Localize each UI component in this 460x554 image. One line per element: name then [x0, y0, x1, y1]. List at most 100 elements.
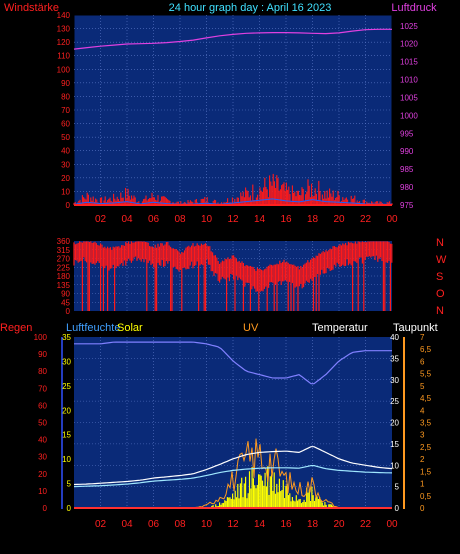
luftdruck-tick-labels: 975 980 985 990 995 1000 1005 1010 1015 1020 1025: [400, 22, 418, 210]
taupunkt-line: [73, 465, 393, 488]
hour-label: 18: [307, 519, 319, 530]
luftdruck-tick: 1020: [400, 40, 418, 49]
luftfeuchte-tick: 15: [62, 431, 71, 440]
wind-direction-tick: 315: [57, 246, 71, 255]
windstaerke-tick: 80: [61, 92, 70, 101]
hour-label: 08: [174, 214, 186, 225]
luftdruck-tick: 1000: [400, 111, 418, 120]
regen-tick: 30: [38, 453, 47, 462]
luftfeuchte-tick: 20: [62, 406, 71, 415]
uv-tick-labels: 0 0,5 1 1,5 2 2,5 3 3,5 4 4,5 5 5,5 6 6,5 7: [420, 333, 432, 513]
hour-label: 22: [360, 214, 372, 225]
windstaerke-tick: 120: [57, 38, 71, 47]
hour-label: 00: [386, 519, 398, 530]
legend-luftfeuchte: Luftfeuchte: [66, 322, 120, 334]
luftdruck-tick: 995: [400, 129, 414, 138]
hour-labels-top: 02 04 06 08 10 12 14 16 18 20 22 00: [95, 214, 398, 225]
luftdruck-tick: 1005: [400, 93, 418, 102]
regen-tick: 80: [38, 367, 47, 376]
hour-label: 08: [174, 519, 186, 530]
uv-tick: 3,5: [420, 419, 432, 428]
windstaerke-tick: 130: [57, 25, 71, 34]
luftfeuchte-tick: 0: [67, 504, 72, 513]
luftdruck-tick: 1010: [400, 76, 418, 85]
hour-label: 10: [201, 214, 213, 225]
windstaerke-tick: 60: [61, 120, 70, 129]
temperatur-tick: 0: [395, 504, 400, 513]
wind-direction-tick: 180: [57, 272, 71, 281]
luftfeuchte-tick: 30: [62, 357, 71, 366]
uv-tick: 2,5: [420, 443, 432, 452]
luftfeuchte-tick: 25: [62, 382, 71, 391]
temperatur-tick: 20: [390, 419, 399, 428]
compass-label: O: [436, 288, 445, 300]
hour-label: 06: [148, 214, 160, 225]
hour-label: 02: [95, 214, 107, 225]
temperatur-tick: 10: [390, 461, 399, 470]
solar-bars: [211, 466, 334, 508]
uv-tick: 7: [420, 333, 425, 342]
hour-label: 06: [148, 519, 160, 530]
windstaerke-avg-line: [73, 198, 392, 205]
regen-tick: 50: [38, 419, 47, 428]
luftfeuchte-line: [74, 341, 392, 385]
wind-pressure-grid: [74, 15, 392, 205]
legend-temperatur: Temperatur: [312, 322, 368, 334]
luftfeuchte-tick: 10: [62, 455, 71, 464]
regen-tick: 70: [38, 384, 47, 393]
luftdruck-tick: 985: [400, 165, 414, 174]
uv-tick: 1: [420, 480, 425, 489]
temperatur-line: [73, 446, 393, 486]
windstaerke-bars: [73, 173, 393, 205]
uv-tick: 5,5: [420, 370, 432, 379]
luftfeuchte-tick: 35: [62, 333, 71, 342]
legend-uv: UV: [243, 322, 259, 334]
luftdruck-label: Luftdruck: [391, 2, 437, 14]
legend-regen: Regen: [0, 322, 32, 334]
windstaerke-tick: 40: [61, 147, 70, 156]
luftdruck-line: [73, 28, 392, 50]
climate-grid: [74, 337, 392, 508]
windstaerke-tick: 50: [61, 133, 70, 142]
hour-label: 14: [254, 214, 266, 225]
regen-tick: 90: [38, 350, 47, 359]
windstaerke-tick: 90: [61, 79, 70, 88]
regen-tick-labels: 0 10 20 30 40 50 60 70 80 90 100: [34, 333, 48, 513]
windstaerke-tick: 0: [66, 201, 71, 210]
uv-tick: 4: [420, 406, 425, 415]
compass-label: N: [436, 237, 444, 249]
hour-label: 12: [227, 519, 239, 530]
wind-direction-tick: 135: [57, 281, 71, 290]
legend-taupunkt: Taupunkt: [393, 322, 438, 334]
regen-tick: 40: [38, 436, 47, 445]
hour-label: 20: [333, 214, 345, 225]
uv-tick: 3: [420, 431, 425, 440]
regen-tick: 10: [38, 487, 47, 496]
wind-direction-tick: 90: [61, 290, 70, 299]
temperatur-tick-labels: 0 5 10 15 20 25 30 35 40: [390, 333, 399, 513]
temperatur-tick: 15: [390, 440, 399, 449]
hour-label: 20: [333, 519, 345, 530]
luftdruck-tick: 975: [400, 201, 414, 210]
hour-label: 04: [121, 519, 133, 530]
compass-label: W: [436, 254, 447, 266]
hour-label: 16: [280, 519, 292, 530]
regen-tick: 60: [38, 401, 47, 410]
windstaerke-tick: 100: [57, 65, 71, 74]
legend-solar: Solar: [117, 322, 143, 334]
hour-label: 12: [227, 214, 239, 225]
luftfeuchte-tick-labels: 0 5 10 15 20 25 30 35: [62, 333, 71, 513]
wind-direction-marks: [73, 241, 393, 311]
uv-tick: 2: [420, 455, 425, 464]
windstaerke-tick: 140: [57, 11, 71, 20]
hour-label: 10: [201, 519, 213, 530]
windstaerke-tick-labels: 0 10 20 30 40 50 60 70 80 90 100 110 120 130 140: [57, 11, 71, 210]
temperatur-tick: 40: [390, 333, 399, 342]
temperatur-tick: 35: [390, 354, 399, 363]
hour-label: 04: [121, 214, 133, 225]
temperatur-tick: 5: [395, 483, 400, 492]
